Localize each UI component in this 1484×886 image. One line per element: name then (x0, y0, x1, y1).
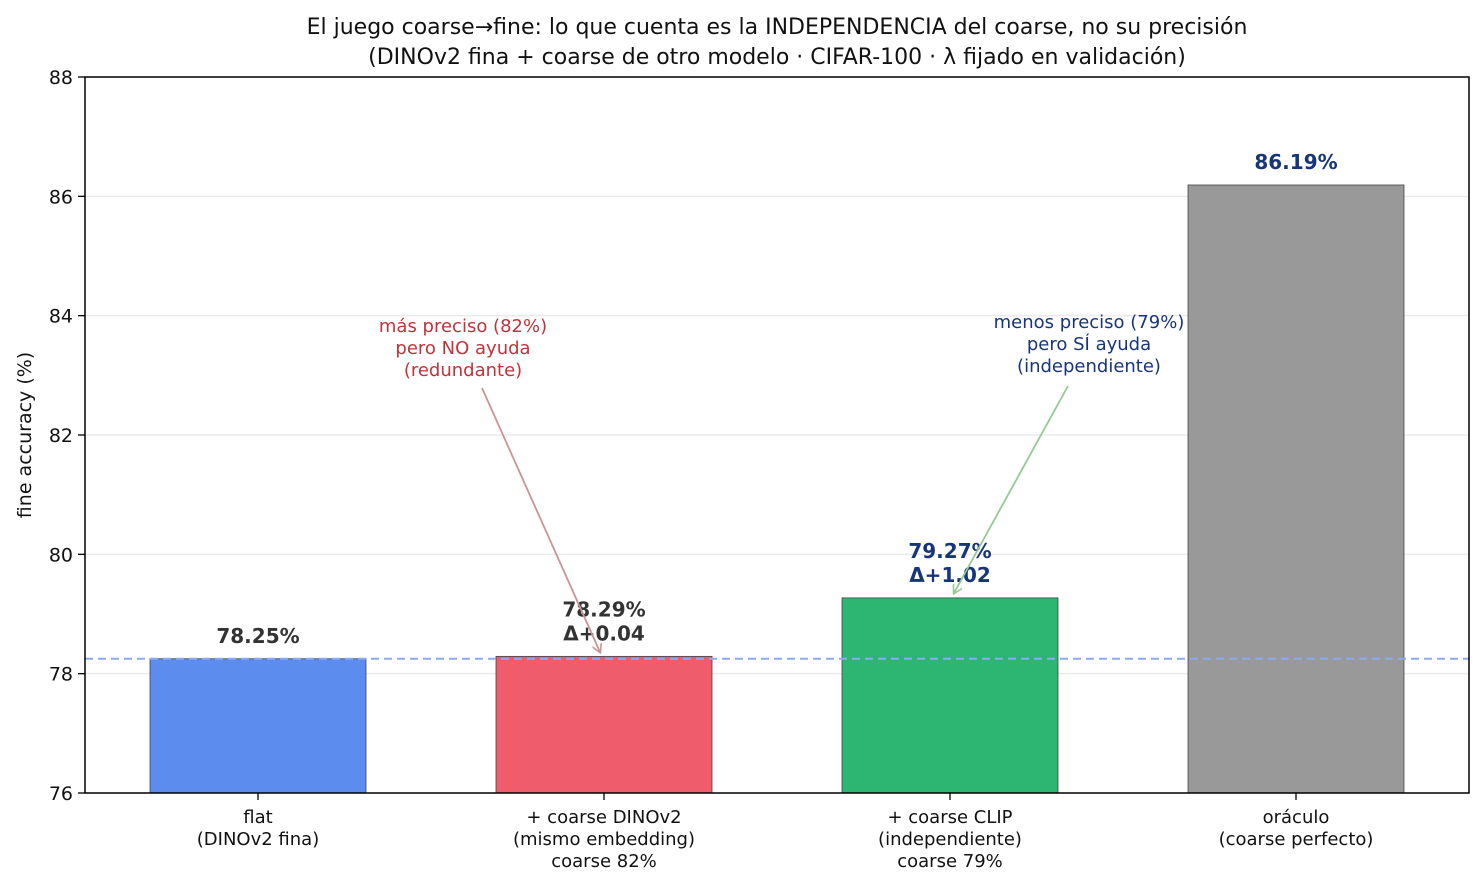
annotation-arrow (481, 387, 600, 652)
y-tick-label: 80 (49, 544, 73, 566)
x-tick-label: coarse 79% (897, 851, 1003, 872)
bar (841, 597, 1059, 794)
x-tick-label: coarse 82% (551, 851, 657, 872)
bar (149, 658, 367, 794)
x-axis: flat(DINOv2 fina) + coarse DINOv2(mismo e… (197, 793, 1374, 872)
y-tick-label: 88 (49, 67, 73, 89)
bar (1187, 184, 1405, 794)
bars (149, 184, 1405, 794)
annotation-text: pero NO ayuda (395, 338, 530, 359)
y-axis-label: fine accuracy (%) (14, 352, 36, 518)
x-tick-label: (coarse perfecto) (1219, 829, 1374, 850)
annotation-text: más preciso (82%) (379, 316, 547, 337)
y-tick-label: 82 (49, 425, 73, 447)
annotation-text: (redundante) (404, 360, 522, 381)
chart-title: El juego coarse→fine: lo que cuenta es l… (307, 15, 1248, 40)
y-tick-label: 76 (49, 783, 73, 805)
x-tick-label: (independiente) (878, 829, 1022, 850)
value-label: Δ+0.04 (563, 621, 645, 645)
bar (495, 655, 713, 794)
value-label: Δ+1.02 (909, 563, 991, 587)
annotations: más preciso (82%)pero NO ayuda(redundant… (379, 312, 1184, 652)
x-tick-label: (DINOv2 fina) (197, 829, 319, 850)
x-tick-label: + coarse DINOv2 (526, 807, 681, 828)
x-tick-label: oráculo (1263, 807, 1330, 828)
annotation-text: menos preciso (79%) (994, 312, 1185, 333)
annotation-text: (independiente) (1017, 356, 1161, 377)
value-label: 78.25% (216, 624, 299, 648)
value-label: 78.29% (562, 597, 645, 621)
chart-subtitle: (DINOv2 fina + coarse de otro modelo · C… (368, 45, 1186, 70)
value-labels: 78.25% 78.29%Δ+0.04 79.27%Δ+1.02 86.19% (216, 150, 1337, 648)
annotation-arrow (954, 385, 1069, 593)
y-tick-label: 84 (49, 306, 73, 328)
x-tick-label: + coarse CLIP (887, 807, 1012, 828)
y-tick-label: 78 (49, 664, 73, 686)
x-tick-label: (mismo embedding) (513, 829, 695, 850)
annotation-text: pero SÍ ayuda (1027, 333, 1151, 355)
x-tick-label: flat (243, 807, 272, 828)
value-label: 79.27% (908, 539, 991, 563)
y-tick-label: 86 (49, 186, 73, 208)
value-label: 86.19% (1254, 150, 1337, 174)
y-axis: 76 78 80 82 84 86 88 (49, 67, 85, 805)
